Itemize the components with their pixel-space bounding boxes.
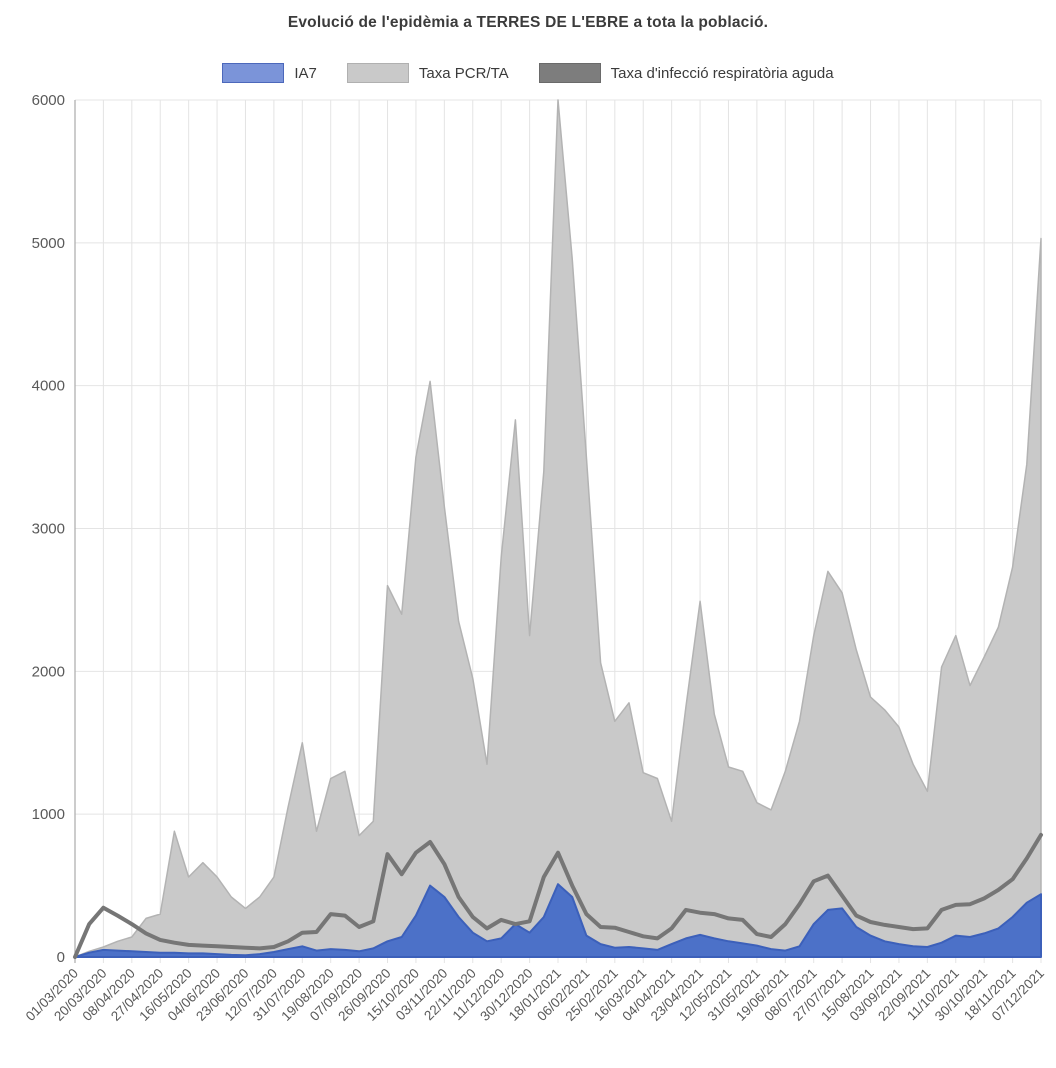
- svg-text:3000: 3000: [32, 521, 65, 538]
- legend-label-taxa-infeccio-respiratoria: Taxa d'infecció respiratòria aguda: [610, 64, 834, 82]
- legend-item-taxa-infeccio-respiratoria[interactable]: Taxa d'infecció respiratòria aguda: [538, 63, 834, 83]
- chart-legend: IA7 Taxa PCR/TA Taxa d'infecció respirat…: [0, 63, 1056, 83]
- svg-text:5000: 5000: [32, 235, 65, 252]
- legend-item-ia7[interactable]: IA7: [222, 63, 317, 83]
- svg-text:0: 0: [57, 949, 65, 966]
- legend-color-swatch-taxa-infeccio-respiratoria: [538, 63, 601, 83]
- legend-color-swatch-taxa-pcr-ta: [346, 63, 409, 83]
- legend-item-taxa-pcr-ta[interactable]: Taxa PCR/TA: [346, 63, 509, 83]
- chart-title: Evolució de l'epidèmia a TERRES DE L'EBR…: [287, 14, 769, 31]
- svg-text:4000: 4000: [32, 378, 65, 395]
- legend-label-ia7: IA7: [294, 64, 317, 82]
- svg-text:1000: 1000: [32, 806, 65, 823]
- legend-label-taxa-pcr-ta: Taxa PCR/TA: [418, 64, 509, 82]
- legend-color-swatch-ia7: [222, 63, 285, 83]
- svg-text:2000: 2000: [32, 663, 65, 680]
- svg-text:6000: 6000: [32, 92, 65, 109]
